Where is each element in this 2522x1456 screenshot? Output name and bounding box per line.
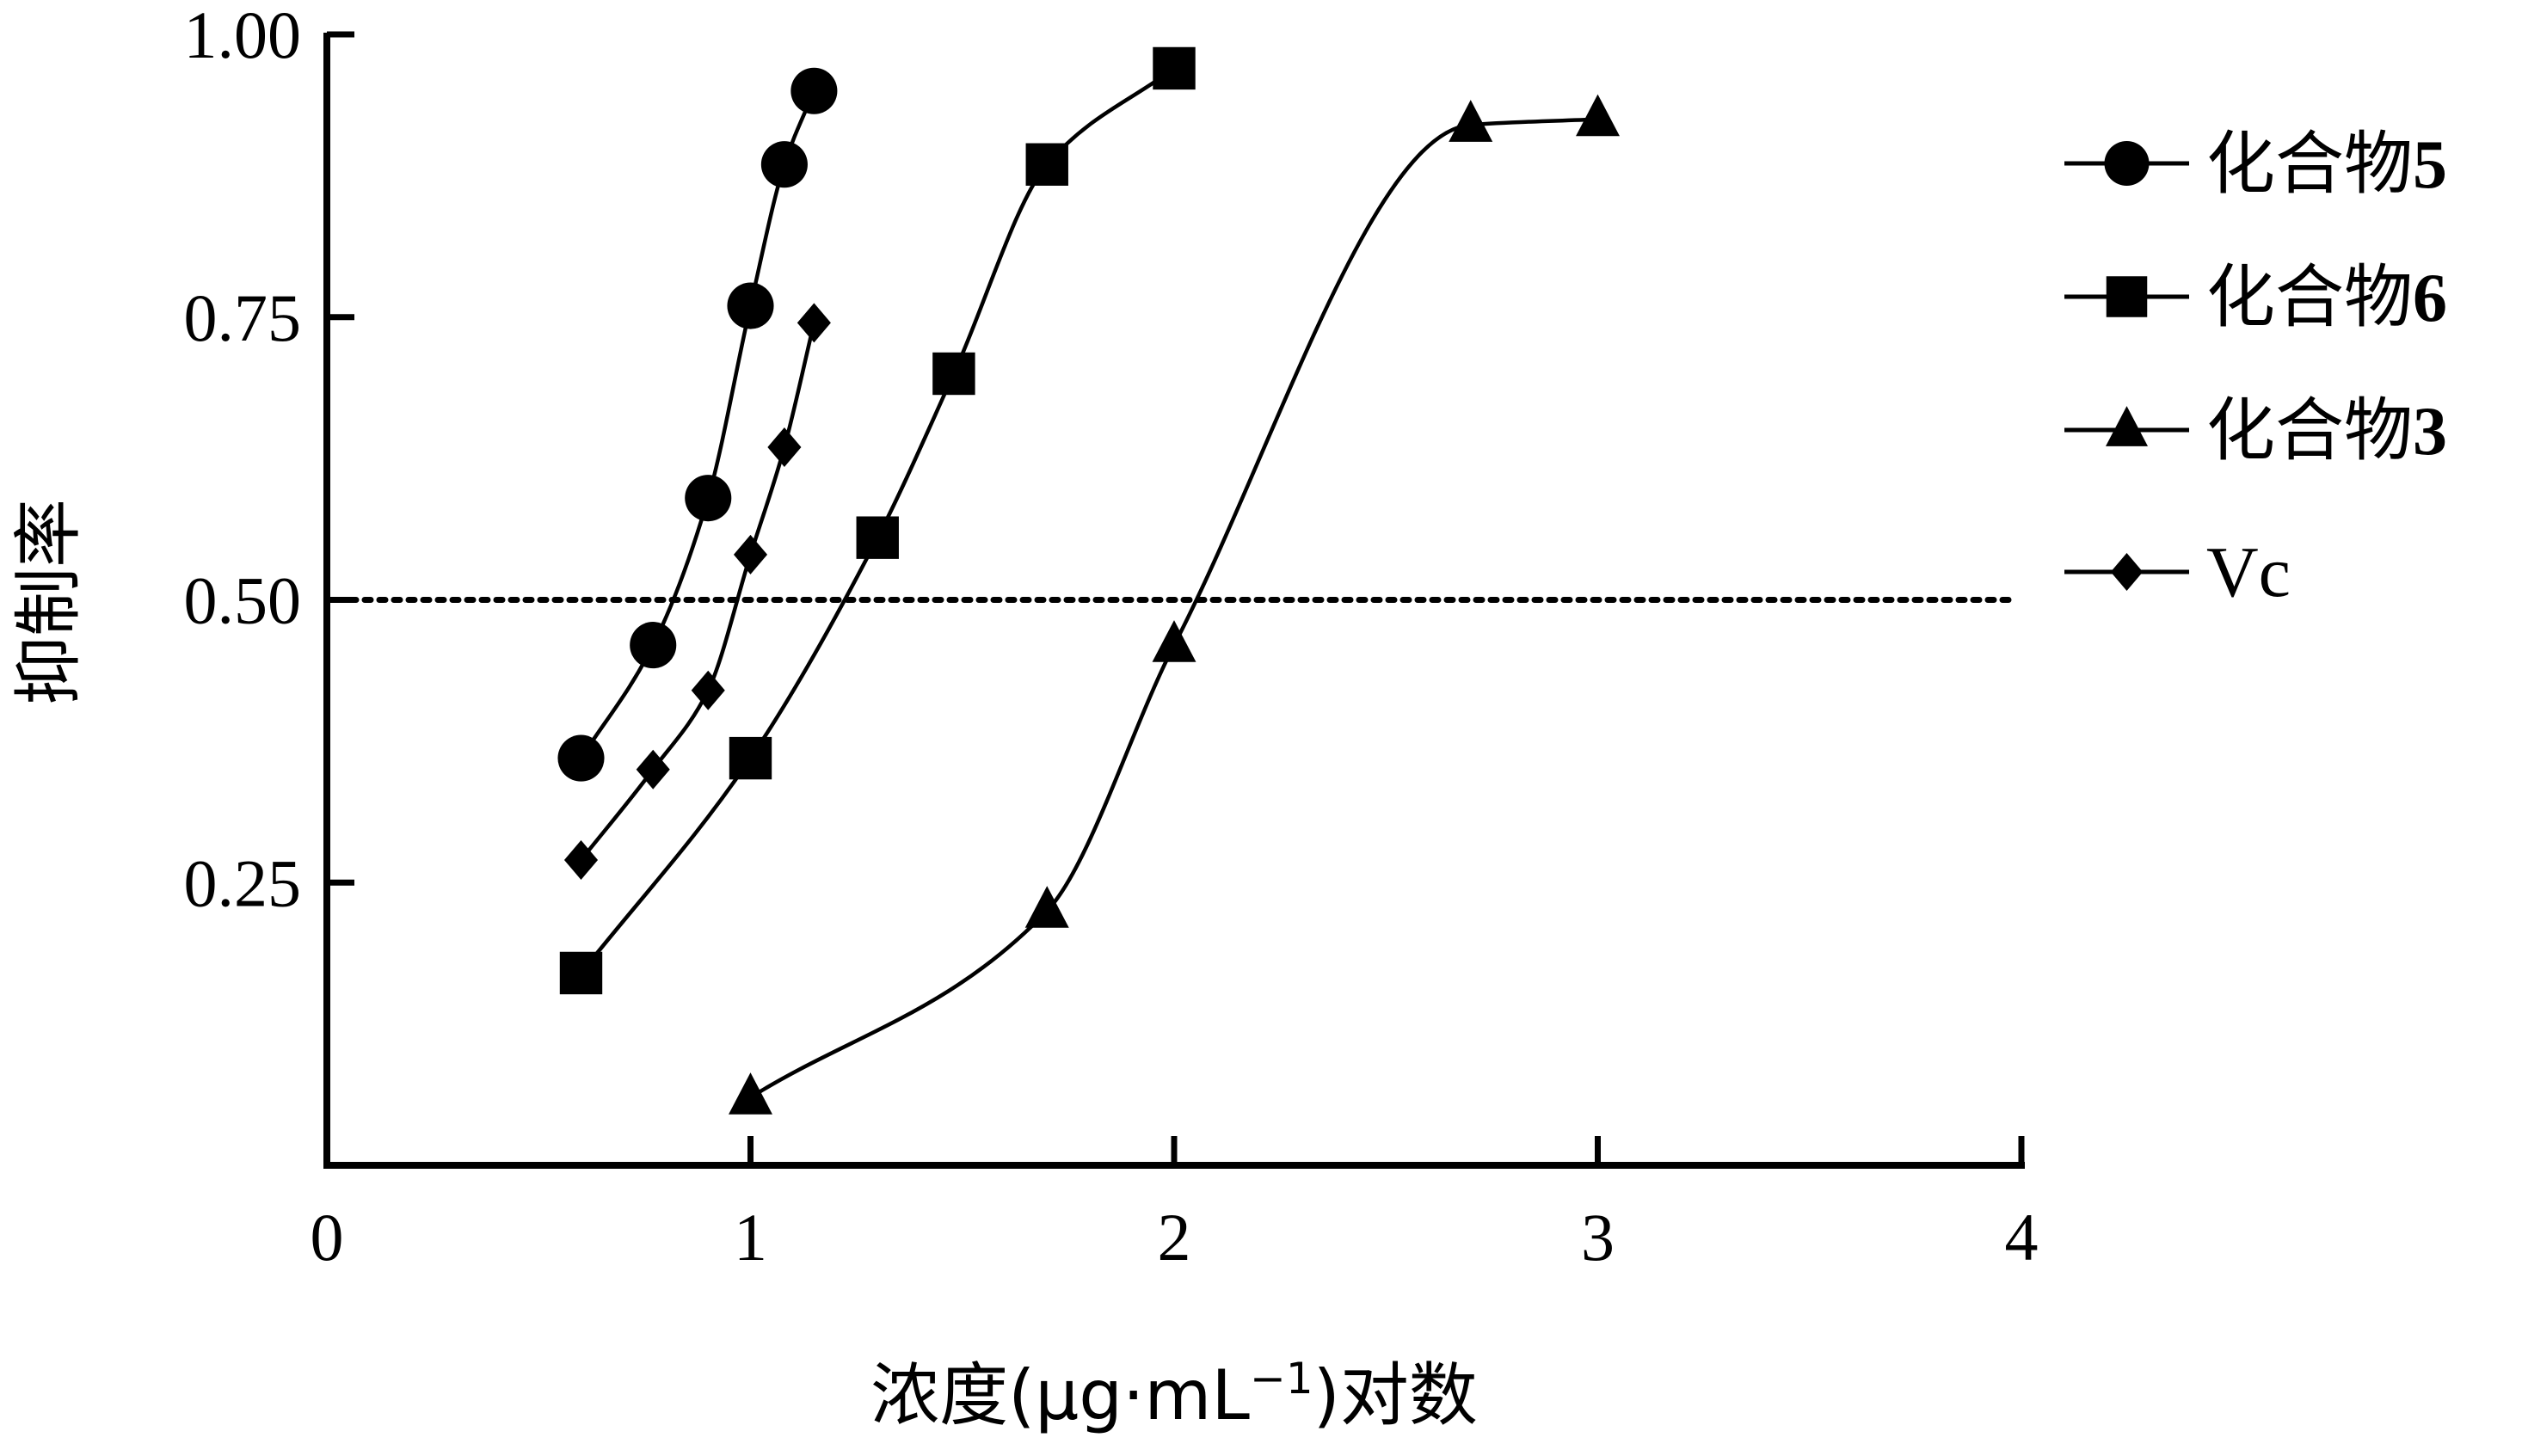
- axis-titles: 浓度(μg·mL−1)对数 抑制率: [9, 499, 1478, 1435]
- point-s3-2: [691, 670, 725, 710]
- y-tick-label-3: 1.00: [184, 0, 302, 72]
- legend-label-2: 化合物3: [2206, 390, 2447, 470]
- point-s3-3: [733, 534, 768, 574]
- point-s3-1: [636, 749, 670, 789]
- legend-marker-1: [2106, 276, 2148, 317]
- series-line-3: [579, 322, 816, 862]
- point-s3-0: [563, 839, 599, 880]
- legend-label-prefix-1: 化合物: [2206, 257, 2413, 337]
- point-s1-1: [729, 736, 772, 780]
- series-line-2: [749, 117, 1598, 1100]
- series-line-0: [579, 89, 816, 759]
- point-s2-1: [1024, 886, 1069, 928]
- point-s0-0: [557, 734, 605, 782]
- legend-label-number-1: 6: [2413, 261, 2447, 336]
- point-s2-4: [1576, 94, 1620, 137]
- point-s2-3: [1449, 100, 1493, 142]
- y-tick-label-1: 0.50: [184, 563, 302, 638]
- y-tick-label-2: 0.75: [184, 280, 302, 355]
- point-s1-3: [932, 352, 975, 396]
- x-title-sup: −1: [1250, 1354, 1313, 1404]
- legend-label-3: Vc: [2206, 532, 2291, 612]
- point-s0-5: [790, 67, 838, 114]
- tick-labels: 0 1 2 3 4 0.25 0.50 0.75 1.00: [184, 0, 2039, 1275]
- legend-marker-0: [2104, 141, 2150, 186]
- series-curves: [579, 66, 1598, 1100]
- x-tick-label-4: 4: [2005, 1200, 2039, 1275]
- legend-label-prefix-0: 化合物: [2206, 124, 2413, 204]
- series-markers: [557, 46, 1620, 1115]
- legend-label-number-0: 5: [2413, 127, 2447, 203]
- legend-marker-3: [2110, 553, 2144, 591]
- y-axis-title: 抑制率: [9, 499, 89, 705]
- point-s2-0: [729, 1072, 772, 1115]
- y-tick-label-0: 0.25: [184, 845, 302, 920]
- x-tick-label-3: 3: [1581, 1200, 1615, 1275]
- x-title-rest: )对数: [1313, 1355, 1478, 1435]
- x-title-main: 浓度(μg·mL: [870, 1355, 1250, 1435]
- point-s1-5: [1153, 46, 1196, 90]
- point-s1-2: [856, 516, 899, 559]
- point-s1-4: [1025, 143, 1068, 186]
- point-s2-2: [1152, 620, 1196, 662]
- point-s0-2: [685, 475, 732, 522]
- legend-label-prefix-2: 化合物: [2206, 390, 2413, 470]
- x-tick-label-1: 1: [734, 1200, 767, 1275]
- point-s3-5: [797, 303, 831, 343]
- point-s1-0: [559, 951, 603, 995]
- legend-label-number-2: 3: [2413, 394, 2447, 470]
- legend-marker-2: [2106, 406, 2148, 446]
- point-s0-4: [760, 141, 808, 188]
- x-tick-label-0: 0: [311, 1200, 344, 1275]
- point-s3-4: [767, 427, 802, 467]
- axes: [323, 31, 2025, 1169]
- point-s0-1: [630, 622, 677, 669]
- legend-label-1: 化合物6: [2206, 257, 2447, 337]
- x-tick-label-2: 2: [1158, 1200, 1191, 1275]
- legend-label-0: 化合物5: [2206, 124, 2447, 204]
- point-s0-3: [727, 282, 774, 329]
- legend-label-latin-3: Vc: [2206, 532, 2291, 612]
- x-axis-title: 浓度(μg·mL−1)对数: [870, 1354, 1478, 1435]
